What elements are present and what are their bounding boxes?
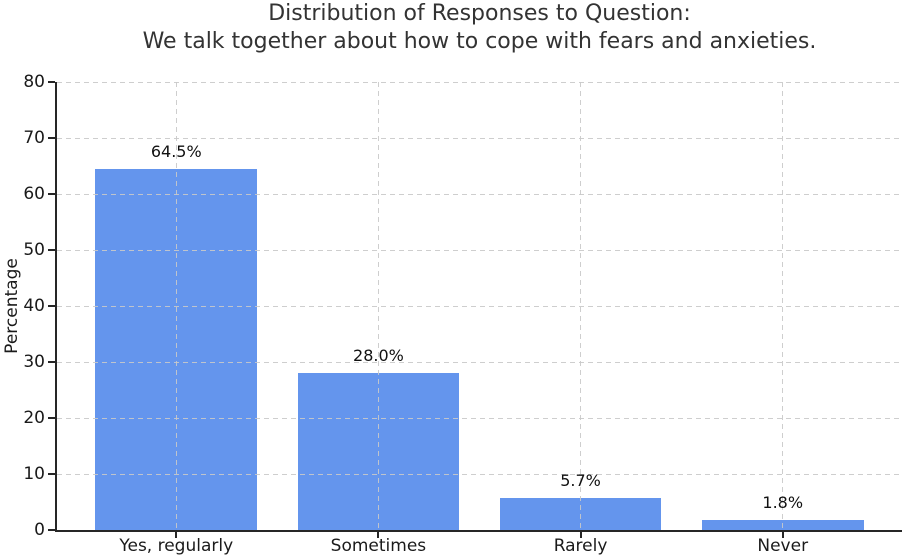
y-tick-mark <box>48 249 55 251</box>
y-tick-label: 30 <box>23 352 45 372</box>
bar-value-label: 5.7% <box>560 471 601 491</box>
x-tick-label: Rarely <box>553 536 608 555</box>
y-axis-label: Percentage <box>2 258 22 354</box>
y-tick-mark <box>48 473 55 475</box>
x-tick-label: Sometimes <box>330 536 427 555</box>
chart-title: Distribution of Responses to Question: W… <box>57 0 902 56</box>
y-tick-mark <box>48 193 55 195</box>
y-tick-label: 20 <box>23 408 45 428</box>
gridline-vertical <box>377 82 379 530</box>
y-tick-label: 0 <box>34 520 45 540</box>
x-tick-label: Yes, regularly <box>119 536 234 555</box>
y-tick-mark <box>48 305 55 307</box>
y-tick-mark <box>48 81 55 83</box>
x-tick-mark <box>175 530 178 538</box>
bar-value-label: 28.0% <box>353 346 404 366</box>
plot-area: 0 10 20 30 40 50 60 70 80 64.5% Yes, regularly 28.0… <box>23 72 902 555</box>
y-tick-mark <box>48 529 55 531</box>
bar-value-label: 64.5% <box>150 141 202 161</box>
chart-title-line2: We talk together about how to cope with … <box>142 29 817 54</box>
gridline-vertical <box>782 82 784 530</box>
x-tick-mark <box>377 530 380 538</box>
y-tick-label: 50 <box>23 240 45 260</box>
y-tick-mark <box>48 137 55 139</box>
y-tick-mark <box>48 417 55 419</box>
gridline-horizontal <box>57 305 902 307</box>
y-tick-label: 70 <box>23 128 45 148</box>
y-tick-label: 10 <box>23 464 45 484</box>
x-tick-mark <box>579 530 582 538</box>
gridline-horizontal <box>57 137 902 139</box>
gridline-horizontal <box>57 361 902 363</box>
y-tick-label: 60 <box>23 184 45 204</box>
gridline-horizontal <box>57 417 902 419</box>
gridline-horizontal <box>57 81 902 83</box>
y-tick-mark <box>48 361 55 363</box>
y-tick-label: 40 <box>23 296 45 316</box>
gridline-horizontal <box>57 473 902 475</box>
gridline-horizontal <box>57 249 902 251</box>
y-tick-label: 80 <box>23 72 45 92</box>
chart-title-line1: Distribution of Responses to Question: <box>268 1 691 26</box>
gridline-horizontal <box>57 193 902 195</box>
gridline-vertical <box>175 82 177 530</box>
x-tick-mark <box>781 530 784 538</box>
bar-value-label: 1.8% <box>762 492 804 512</box>
x-tick-label: Never <box>757 536 809 555</box>
gridline-vertical <box>580 82 582 530</box>
